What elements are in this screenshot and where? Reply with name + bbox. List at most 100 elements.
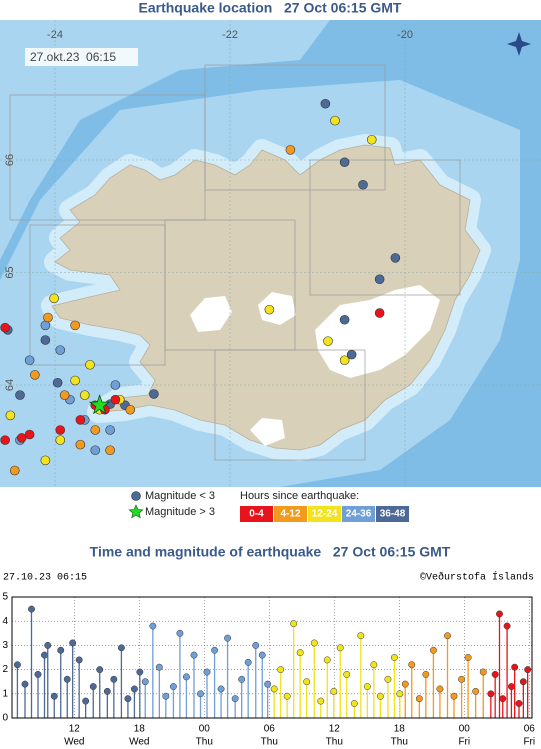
quake-dot [366,134,377,145]
iceland [51,144,481,451]
quake-dot [346,349,357,360]
map-title: Earthquake location 27 Oct 06:15 GMT [139,0,402,16]
stem-head [238,675,246,683]
stem-head [149,622,157,630]
y-tick-label: 2 [2,664,8,675]
stem-head [310,639,318,647]
quake-dot [15,390,25,400]
stem-head [197,690,204,698]
stem-head [376,692,384,700]
x-tick-sublabel: Thu [261,737,278,748]
quake-dot [323,336,333,346]
stem-head [444,632,451,640]
y-tick-label: 0 [2,713,8,724]
stem-head [224,634,232,642]
stem-head [136,668,144,676]
stem-head [396,690,404,698]
quake-dot [70,375,80,386]
quake-dot [75,439,86,450]
chart-credit: ©Veðurstofa Íslands [420,570,534,584]
legend-dot [131,491,141,501]
stem-head [370,661,378,669]
stem-head [244,658,252,666]
quake-dot [40,335,51,345]
stem-head [499,695,507,703]
stem-head [296,649,304,657]
stem-head [57,646,65,654]
stem-head [491,670,499,678]
timestamp: 27.okt.23 06:15 [30,50,116,64]
legend-star [128,504,144,519]
hours-label: 12-24 [312,509,338,520]
quake-dot [110,380,121,390]
x-tick-sublabel: Wed [129,737,149,748]
stem-head [44,641,52,649]
quake-dot [79,390,90,400]
stem-head [515,700,523,707]
x-tick-sublabel: Fri [458,737,470,748]
hours-swatch [308,506,341,522]
stem-head [264,680,272,688]
quake-dot [105,445,115,456]
map: -24-22-20-18-16666564 27.okt.23 06:15 [0,20,541,487]
stem-head [384,675,392,683]
hours-label: 36-48 [380,509,406,520]
stem-head [422,670,430,678]
x-tick-sublabel: Thu [196,737,213,748]
glacier [258,292,296,325]
quake-dot [52,377,63,388]
hours-label: 0-4 [249,509,264,520]
hours-swatch [342,506,375,522]
stem-head [283,692,291,700]
quake-dot [110,394,121,405]
stem-head [450,692,458,700]
lat-label: 65 [4,266,16,278]
chart: 01234512Wed18Wed00Thu06Thu12Thu18Thu00Fr… [2,592,535,748]
quake-dot [30,370,40,380]
stem-head [317,697,325,705]
stem-head [258,651,266,659]
quake-dot [339,314,350,325]
quake-dot [264,304,275,315]
stem-head [330,687,338,695]
lat-label: 66 [4,154,16,166]
quake-dot [330,115,340,126]
y-tick-label: 5 [2,592,8,603]
quake-dot [90,445,101,456]
x-tick-sublabel: Thu [391,737,408,748]
stem-head [169,683,177,690]
stem-head [277,666,285,674]
stem-head [211,646,219,654]
quake-dot [5,410,16,421]
x-tick-label: 06 [524,724,536,735]
quake-dot [55,425,66,435]
stem-head [217,685,225,693]
x-tick-label: 06 [264,724,276,735]
quake-dot [374,274,385,285]
stem-head [303,678,311,686]
stem-head [21,680,29,688]
quake-dot [125,404,136,415]
quake-dot [105,425,115,435]
quake-dot [285,145,296,155]
x-tick-sublabel: Thu [326,737,343,748]
stem-head [363,683,371,690]
chart-stamp: 27.10.23 06:15 [3,573,87,584]
stem-head [458,675,466,683]
stem-head [487,690,495,698]
stem-head [436,685,444,693]
stem-head [507,683,515,690]
quake-dot [390,253,401,263]
earthquakes [0,98,401,476]
stem-head [343,670,351,678]
stem-head [110,675,118,683]
map-legend: Magnitude < 3 Magnitude > 3 Hours since … [128,490,409,522]
large-quake-star [88,394,111,415]
quake-dot [24,429,35,440]
stem-head [336,644,344,652]
x-tick-label: 12 [69,724,81,735]
plot-area [13,605,532,718]
compass-icon [507,32,531,56]
quake-dot [0,322,10,333]
